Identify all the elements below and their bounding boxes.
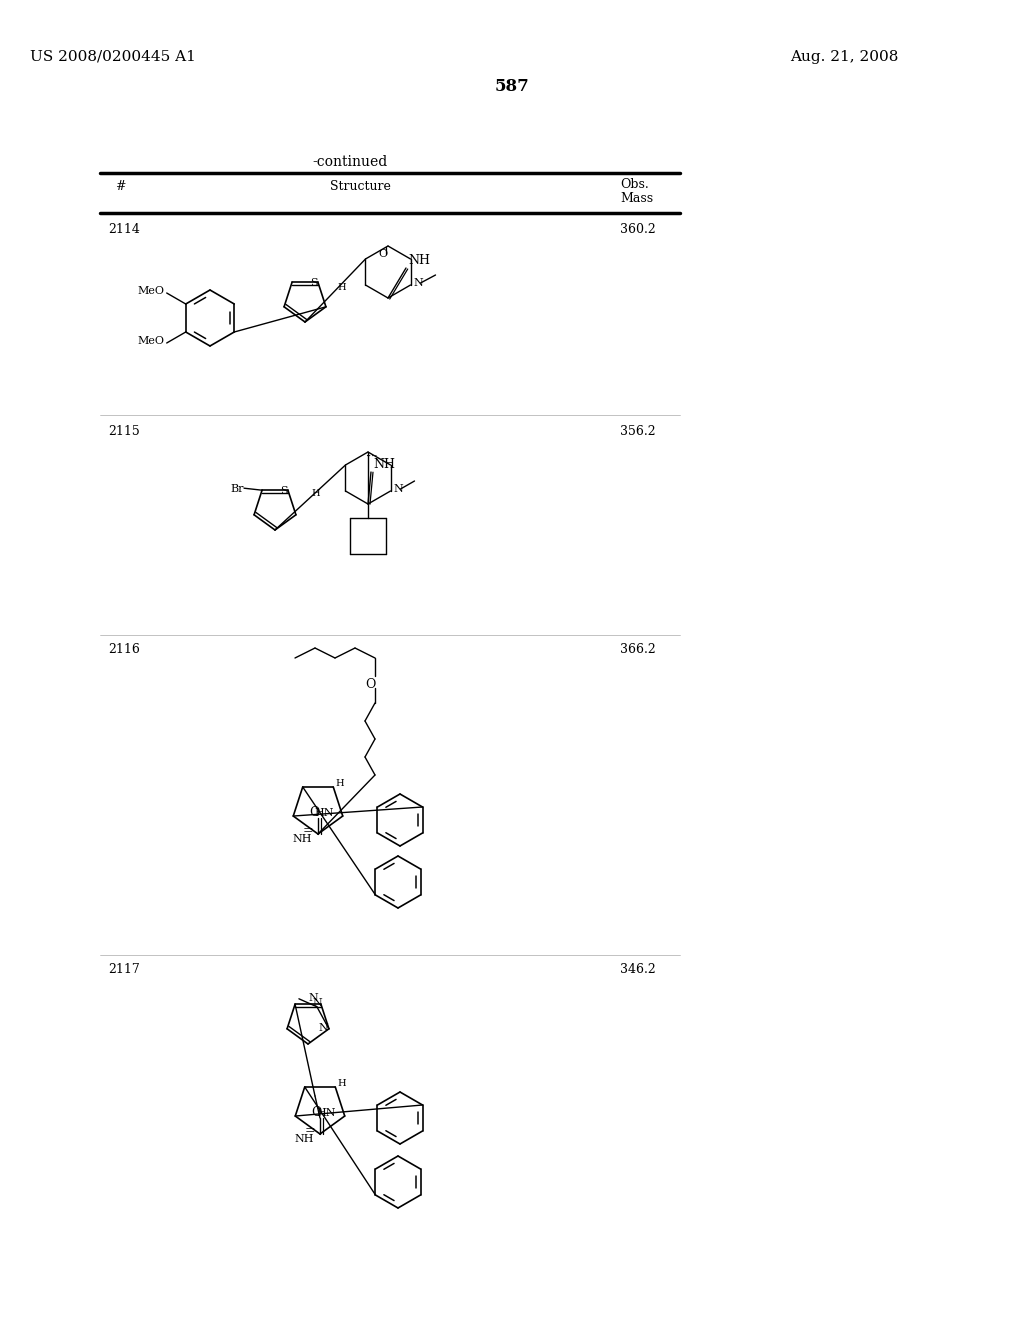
Text: HN: HN (314, 808, 334, 818)
Text: HN: HN (316, 1107, 336, 1118)
Text: O: O (309, 807, 319, 818)
Text: S: S (281, 486, 288, 496)
Text: 356.2: 356.2 (620, 425, 655, 438)
Text: Mass: Mass (620, 191, 653, 205)
Text: N: N (318, 1023, 328, 1032)
Text: US 2008/0200445 A1: US 2008/0200445 A1 (30, 50, 196, 63)
Text: NH: NH (408, 253, 430, 267)
Text: 346.2: 346.2 (620, 964, 655, 975)
Text: Br: Br (230, 484, 244, 494)
Text: NH: NH (293, 834, 312, 843)
Text: N: N (393, 484, 403, 494)
Text: Aug. 21, 2008: Aug. 21, 2008 (790, 50, 898, 63)
Text: 366.2: 366.2 (620, 643, 655, 656)
Text: 2115: 2115 (108, 425, 139, 438)
Text: #: # (115, 180, 126, 193)
Text: NH: NH (373, 458, 395, 471)
Text: H: H (337, 1078, 346, 1088)
Text: 2117: 2117 (108, 964, 139, 975)
Text: O: O (311, 1106, 322, 1119)
Text: MeO: MeO (137, 286, 165, 296)
Text: O: O (379, 249, 387, 259)
Text: =: = (305, 1125, 315, 1137)
Text: =: = (303, 824, 313, 837)
Text: N: N (312, 998, 322, 1008)
Text: 2116: 2116 (108, 643, 140, 656)
Text: S: S (310, 279, 317, 288)
Text: 2114: 2114 (108, 223, 140, 236)
Text: N: N (308, 993, 317, 1003)
Text: Obs.: Obs. (620, 178, 649, 191)
Text: H: H (335, 779, 344, 788)
Text: MeO: MeO (137, 337, 165, 346)
Text: Structure: Structure (330, 180, 390, 193)
Text: H: H (311, 488, 319, 498)
Text: 587: 587 (495, 78, 529, 95)
Text: NH: NH (295, 1134, 314, 1144)
Text: ····: ···· (365, 451, 378, 461)
Text: N: N (414, 279, 423, 288)
Text: 360.2: 360.2 (620, 223, 655, 236)
Text: H: H (337, 282, 346, 292)
Text: -continued: -continued (312, 154, 388, 169)
Text: O: O (365, 678, 375, 690)
